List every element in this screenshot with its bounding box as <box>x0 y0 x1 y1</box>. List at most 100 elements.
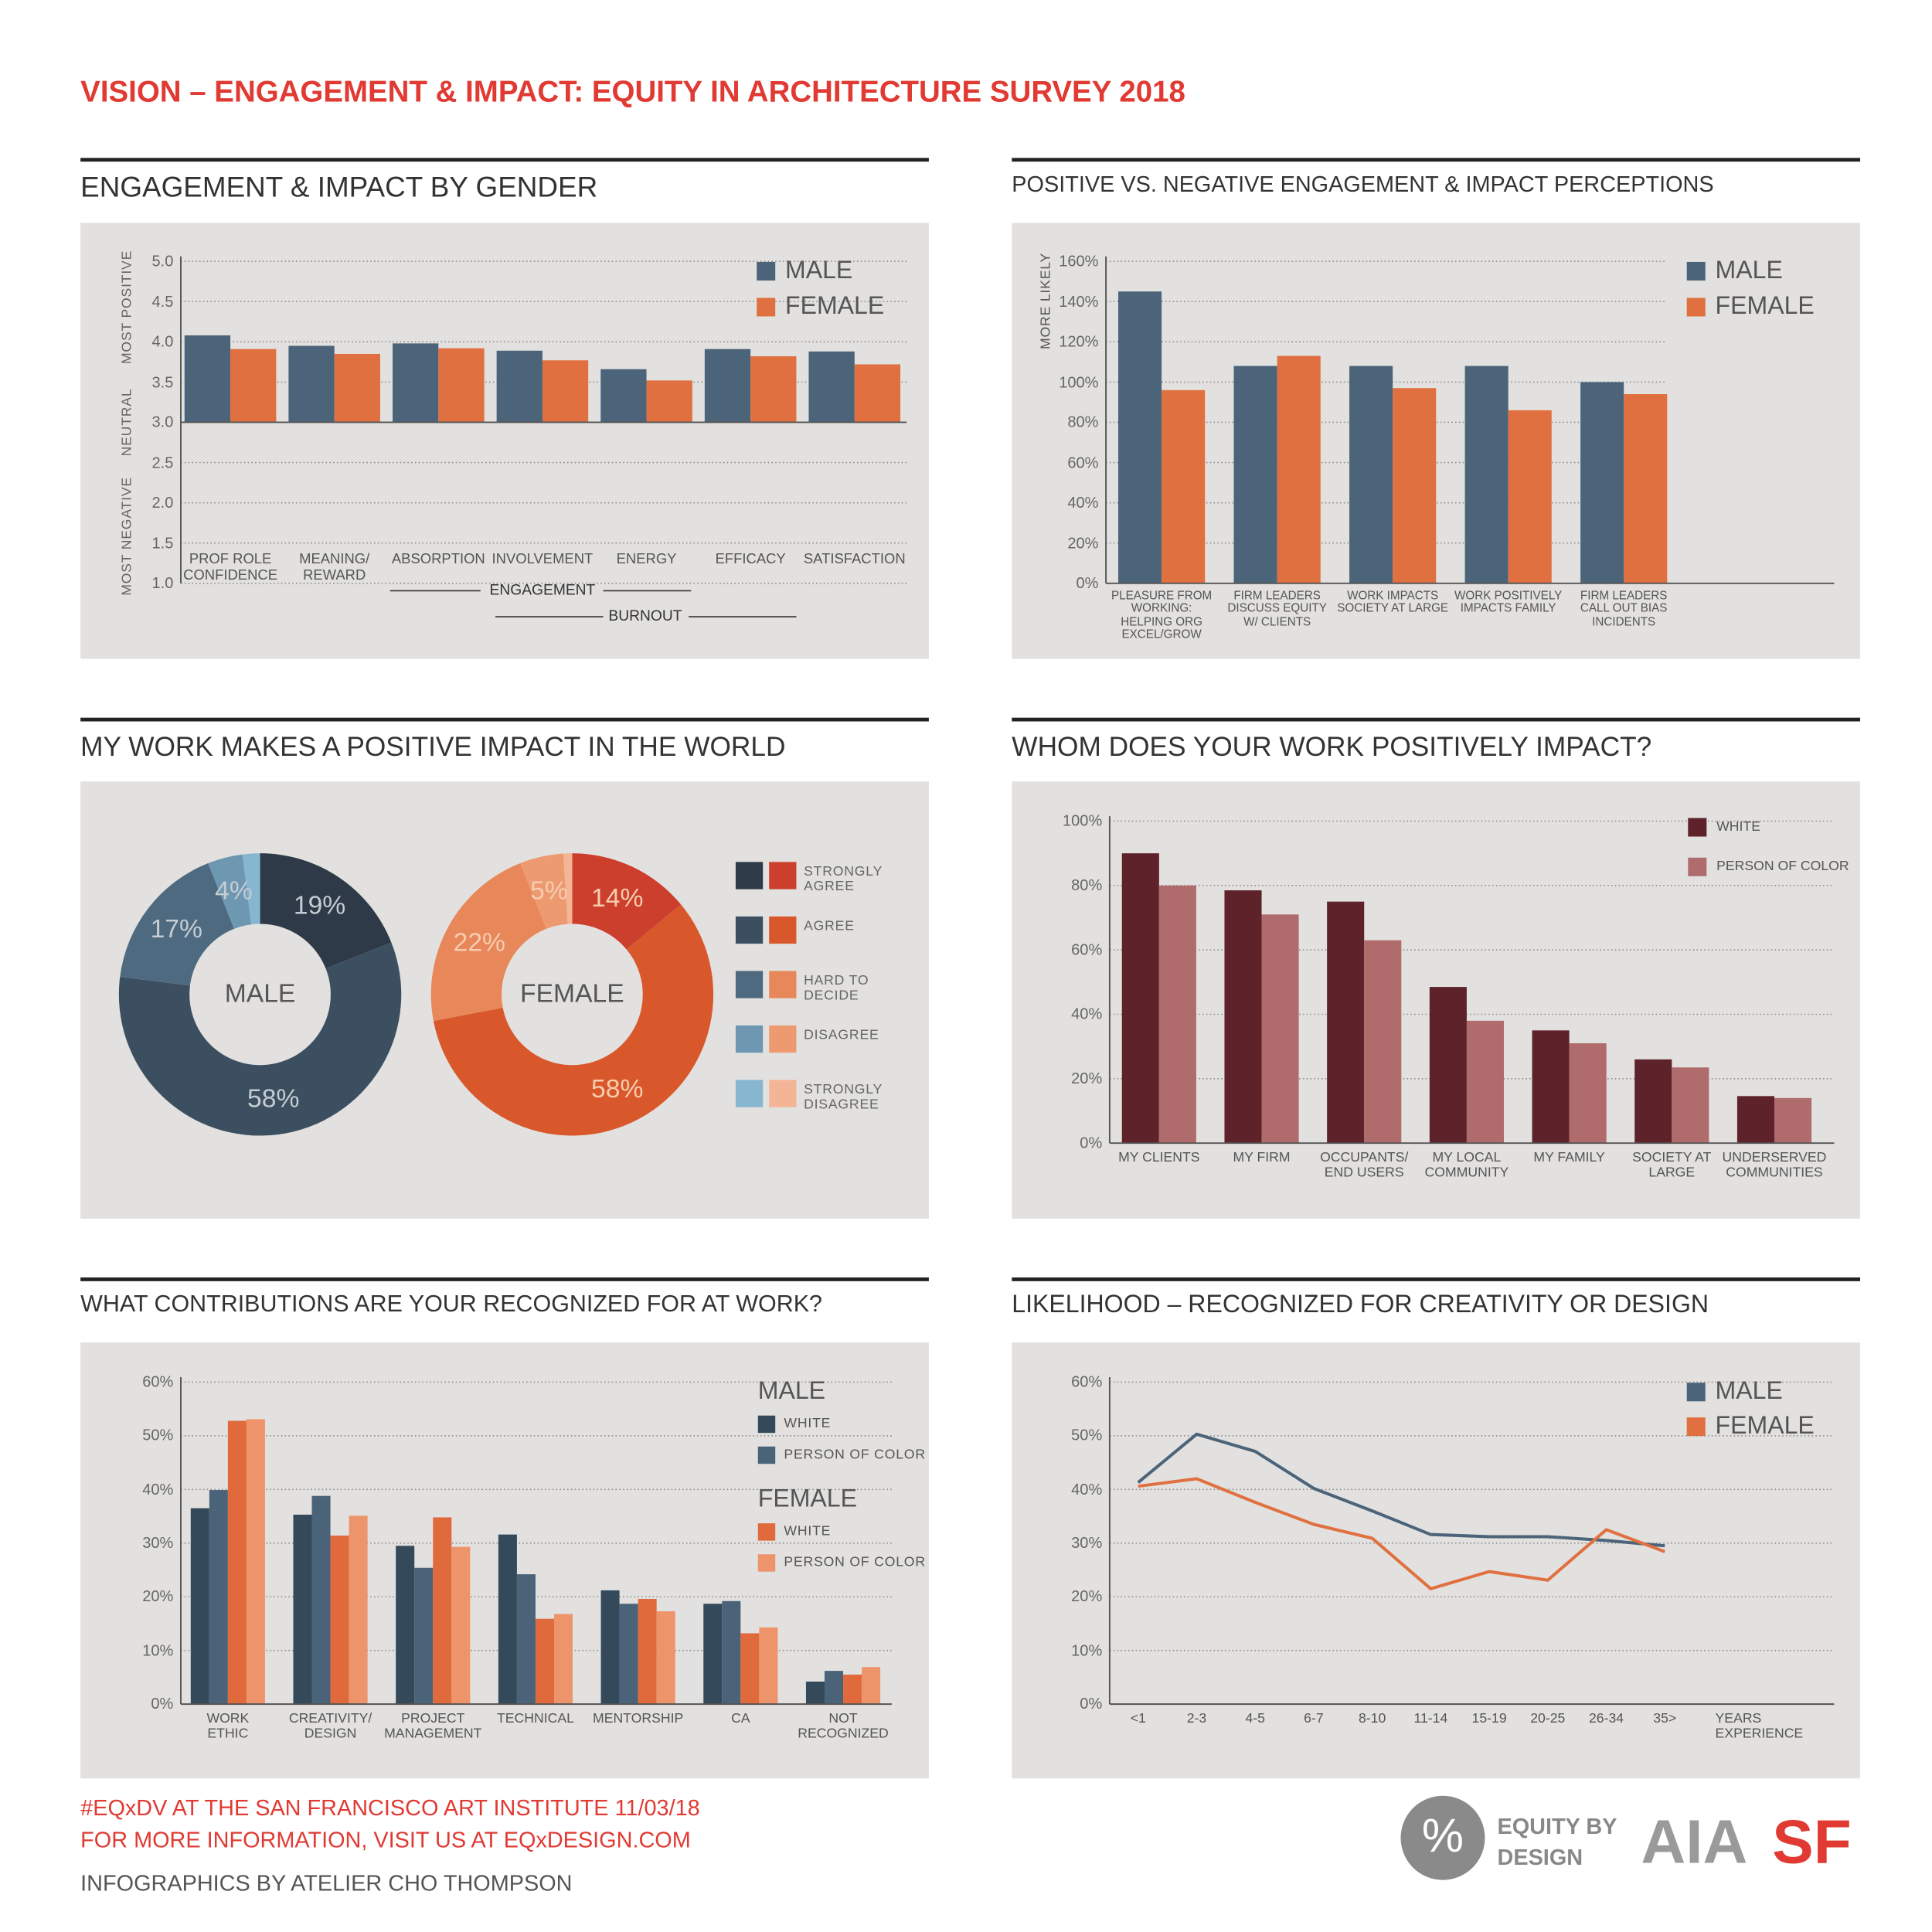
bar <box>1580 382 1624 583</box>
bar <box>1624 394 1668 583</box>
bar <box>1532 1030 1570 1144</box>
legend-swatch <box>1688 818 1707 837</box>
y-tick-label: 4.0 <box>151 332 174 351</box>
bar <box>824 1671 844 1705</box>
bar <box>1224 890 1262 1144</box>
bar <box>1429 987 1467 1144</box>
x-tick-label: TECHNICAL <box>496 1711 574 1726</box>
data-label: 19% <box>293 892 346 921</box>
x-tick-label: MY FAMILY <box>1533 1150 1605 1166</box>
bar <box>414 1567 434 1705</box>
bar <box>703 1604 723 1705</box>
x-tick-label: FIRM LEADERS DISCUSS EQUITY W/ CLIENTS <box>1227 589 1327 629</box>
bar <box>600 1590 620 1705</box>
legend-label: FEMALE <box>1715 1412 1815 1440</box>
section-rule <box>80 717 929 722</box>
legend-label: PERSON OF COLOR <box>1716 859 1849 874</box>
bar <box>808 351 855 423</box>
chart-panel <box>80 781 929 1219</box>
chart-title: POSITIVE VS. NEGATIVE ENGAGEMENT & IMPAC… <box>1012 172 1714 197</box>
logo-text: EQUITY BY <box>1497 1814 1617 1839</box>
x-tick-label: 26-34 <box>1588 1711 1624 1726</box>
bar <box>293 1514 312 1705</box>
y-tick-label: 3.5 <box>151 372 174 391</box>
legend-label: FEMALE <box>785 293 885 321</box>
bar <box>1464 366 1509 583</box>
legend-swatch <box>735 916 764 944</box>
y-tick-label: 20% <box>142 1587 174 1606</box>
chart-panel <box>1012 1342 1861 1779</box>
logo-circle <box>1400 1795 1485 1880</box>
x-tick-label: MEANING/ REWARD <box>299 552 370 583</box>
x-tick-label: MENTORSHIP <box>593 1711 684 1726</box>
y-tick-label: 0% <box>1076 574 1099 592</box>
category-group: BURNOUT <box>608 607 682 624</box>
y-annotation: MOST POSITIVE <box>119 250 135 365</box>
x-tick-label: INVOLVEMENT <box>492 552 594 567</box>
y-tick-label: 50% <box>1071 1427 1103 1444</box>
x-tick-label: 15-19 <box>1471 1711 1507 1726</box>
y-tick-label: 60% <box>1067 454 1099 471</box>
legend-label: PERSON OF COLOR <box>784 1555 926 1570</box>
bar <box>438 348 485 423</box>
bar <box>1121 853 1159 1144</box>
bar <box>1393 388 1437 583</box>
donut-center-label: MALE <box>224 979 296 1009</box>
bar <box>393 343 439 423</box>
y-tick-label: 0% <box>1080 1695 1103 1713</box>
chart-title: WHOM DOES YOUR WORK POSITIVELY IMPACT? <box>1012 731 1652 763</box>
donut-center-label: FEMALE <box>520 979 624 1009</box>
section-rule <box>80 158 929 162</box>
x-tick-label: MY CLIENTS <box>1118 1150 1200 1166</box>
y-tick-label: 40% <box>1071 1005 1103 1023</box>
legend-label: PERSON OF COLOR <box>784 1447 926 1463</box>
legend-label: STRONGLY AGREE <box>804 864 883 895</box>
x-tick-label: 8-10 <box>1358 1711 1386 1726</box>
bar <box>288 345 335 423</box>
y-tick-label: 30% <box>1071 1534 1103 1552</box>
bar <box>535 1618 554 1705</box>
y-tick-label: 100% <box>1059 372 1099 391</box>
data-label: 14% <box>591 883 644 913</box>
bar <box>646 380 692 423</box>
legend-swatch <box>1686 261 1706 281</box>
y-tick-label: 30% <box>142 1534 174 1552</box>
bar <box>854 364 901 423</box>
bar <box>759 1627 778 1705</box>
bar <box>496 350 543 423</box>
y-tick-label: 160% <box>1059 252 1099 270</box>
bar <box>1277 355 1321 583</box>
legend-label: WHITE <box>1716 819 1760 835</box>
x-tick-label: CA <box>731 1711 750 1726</box>
legend-label: MALE <box>1715 1377 1783 1406</box>
data-label: 58% <box>591 1075 644 1104</box>
section-rule <box>1012 717 1861 722</box>
bar <box>246 1419 265 1705</box>
legend-label: DISAGREE <box>804 1028 879 1043</box>
bar <box>1736 1096 1774 1144</box>
legend-swatch <box>1688 857 1707 876</box>
y-tick-label: 2.5 <box>151 454 174 471</box>
y-annotation: MOST NEGATIVE <box>119 477 135 596</box>
bar <box>638 1599 657 1705</box>
bar <box>843 1674 862 1705</box>
x-tick-label: 11-14 <box>1413 1711 1448 1726</box>
chart-title: LIKELIHOOD – RECOGNIZED FOR CREATIVITY O… <box>1012 1291 1709 1318</box>
x-tick-label: PROF ROLE CONFIDENCE <box>183 552 277 583</box>
legend-label: STRONGLY DISAGREE <box>804 1082 883 1113</box>
bar <box>1569 1043 1607 1144</box>
logo-symbol: % <box>1421 1811 1464 1863</box>
bar <box>704 349 751 423</box>
bar <box>227 1420 247 1705</box>
x-tick-label: FIRM LEADERS CALL OUT BIAS INCIDENTS <box>1580 589 1668 629</box>
bar <box>750 356 797 423</box>
y-tick-label: 4.5 <box>151 292 174 311</box>
y-axis-label: MORE LIKELY <box>1039 252 1054 349</box>
x-tick-label: 35> <box>1653 1711 1677 1726</box>
legend-swatch <box>735 1080 764 1107</box>
legend-label: MALE <box>1715 257 1783 284</box>
y-tick-label: 0% <box>1080 1134 1103 1152</box>
x-tick-label: OCCUPANTS/ END USERS <box>1320 1150 1409 1181</box>
bar <box>433 1517 452 1705</box>
y-tick-label: 2.0 <box>151 494 174 512</box>
